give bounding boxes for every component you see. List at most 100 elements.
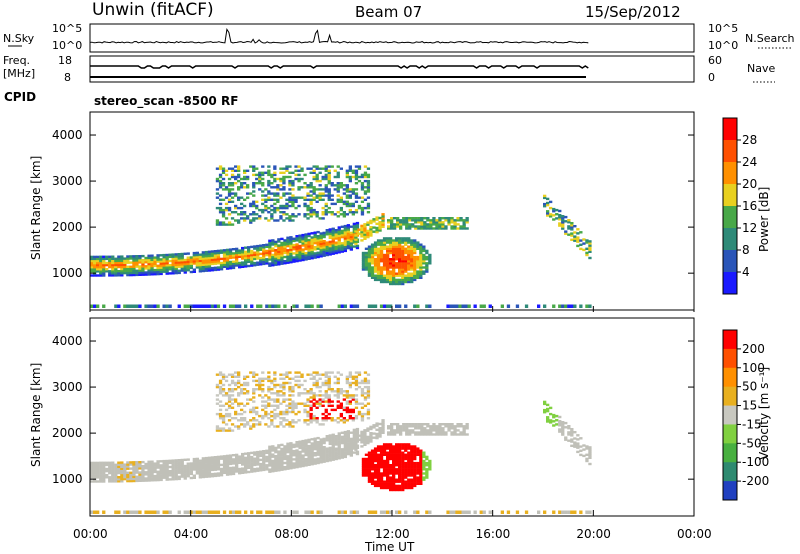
data-cell bbox=[204, 263, 209, 266]
data-cell bbox=[215, 394, 220, 397]
data-cell bbox=[398, 264, 402, 267]
data-cell bbox=[313, 233, 317, 236]
data-cell bbox=[274, 467, 278, 470]
data-cell bbox=[401, 478, 405, 481]
data-cell bbox=[402, 221, 406, 224]
data-cell bbox=[348, 417, 352, 420]
data-cell bbox=[567, 427, 571, 430]
data-cell bbox=[379, 253, 384, 257]
data-cell bbox=[446, 510, 450, 514]
data-cell bbox=[294, 412, 298, 416]
data-cell bbox=[363, 371, 368, 374]
data-cell bbox=[295, 463, 299, 467]
data-cell bbox=[216, 468, 221, 471]
data-cell bbox=[243, 175, 247, 179]
data-cell bbox=[333, 394, 337, 397]
data-cell bbox=[386, 484, 390, 488]
data-cell bbox=[404, 249, 408, 253]
data-cell bbox=[386, 461, 390, 465]
data-cell bbox=[141, 469, 145, 472]
data-cell bbox=[375, 432, 379, 436]
data-cell bbox=[261, 211, 265, 214]
data-cell bbox=[555, 217, 559, 220]
data-cell bbox=[398, 476, 402, 479]
data-cell bbox=[147, 304, 151, 308]
data-cell bbox=[126, 477, 130, 481]
data-cell bbox=[168, 304, 172, 308]
data-cell bbox=[425, 510, 429, 514]
data-cell bbox=[410, 251, 414, 255]
data-cell bbox=[215, 373, 220, 376]
data-cell bbox=[366, 190, 371, 193]
data-cell bbox=[324, 211, 328, 214]
data-cell bbox=[306, 392, 310, 395]
data-cell bbox=[423, 225, 427, 228]
data-cell bbox=[132, 255, 136, 258]
data-cell bbox=[346, 228, 350, 231]
data-cell bbox=[273, 219, 277, 222]
data-cell bbox=[564, 230, 568, 233]
data-cell bbox=[265, 464, 269, 467]
data-cell bbox=[379, 241, 384, 244]
data-cell bbox=[111, 270, 115, 273]
data-cell bbox=[346, 236, 350, 239]
data-cell bbox=[382, 278, 387, 282]
data-cell bbox=[165, 478, 169, 481]
data-cell bbox=[153, 264, 157, 268]
data-cell bbox=[354, 406, 359, 409]
data-cell bbox=[425, 468, 429, 471]
data-cell bbox=[294, 177, 298, 181]
data-cell bbox=[360, 200, 365, 203]
data-cell bbox=[319, 452, 323, 456]
data-cell bbox=[361, 466, 366, 469]
data-cell bbox=[246, 184, 250, 187]
data-cell bbox=[588, 456, 592, 459]
data-cell bbox=[315, 383, 319, 387]
data-cell bbox=[93, 264, 97, 267]
data-cell bbox=[336, 404, 340, 407]
data-cell bbox=[162, 510, 166, 514]
data-cell bbox=[398, 280, 402, 284]
data-cell bbox=[150, 271, 154, 274]
data-cell bbox=[195, 466, 199, 469]
data-cell bbox=[441, 221, 445, 224]
data-cell bbox=[392, 472, 396, 475]
data-cell bbox=[283, 453, 287, 456]
data-cell bbox=[549, 200, 553, 204]
data-cell bbox=[189, 464, 193, 467]
data-cell bbox=[370, 466, 375, 469]
data-cell bbox=[312, 169, 316, 172]
data-cell bbox=[189, 264, 193, 267]
data-cell bbox=[382, 461, 387, 465]
data-cell bbox=[252, 375, 256, 378]
data-cell bbox=[274, 455, 278, 458]
data-cell bbox=[271, 257, 275, 261]
data-cell bbox=[355, 427, 360, 431]
data-cell bbox=[465, 227, 469, 230]
data-cell bbox=[450, 221, 454, 224]
data-cell bbox=[315, 213, 319, 216]
data-cell bbox=[337, 230, 341, 233]
data-cell bbox=[373, 304, 378, 308]
data-cell bbox=[343, 441, 347, 444]
data-cell bbox=[366, 179, 371, 183]
data-cell bbox=[215, 196, 220, 199]
data-cell bbox=[288, 406, 292, 409]
data-cell bbox=[291, 394, 295, 397]
data-cell bbox=[271, 465, 275, 469]
data-cell bbox=[213, 258, 218, 261]
data-cell bbox=[570, 304, 574, 308]
data-cell bbox=[366, 229, 370, 233]
data-cell bbox=[373, 510, 378, 514]
data-cell bbox=[186, 258, 190, 261]
data-cell bbox=[367, 464, 372, 467]
data-cell bbox=[114, 267, 118, 271]
data-cell bbox=[307, 249, 311, 252]
data-cell bbox=[328, 234, 332, 237]
data-cell bbox=[407, 455, 411, 459]
data-cell bbox=[420, 425, 424, 428]
data-cell bbox=[286, 457, 290, 460]
data-cell bbox=[283, 461, 287, 465]
data-cell bbox=[259, 454, 263, 457]
data-cell bbox=[271, 249, 275, 252]
